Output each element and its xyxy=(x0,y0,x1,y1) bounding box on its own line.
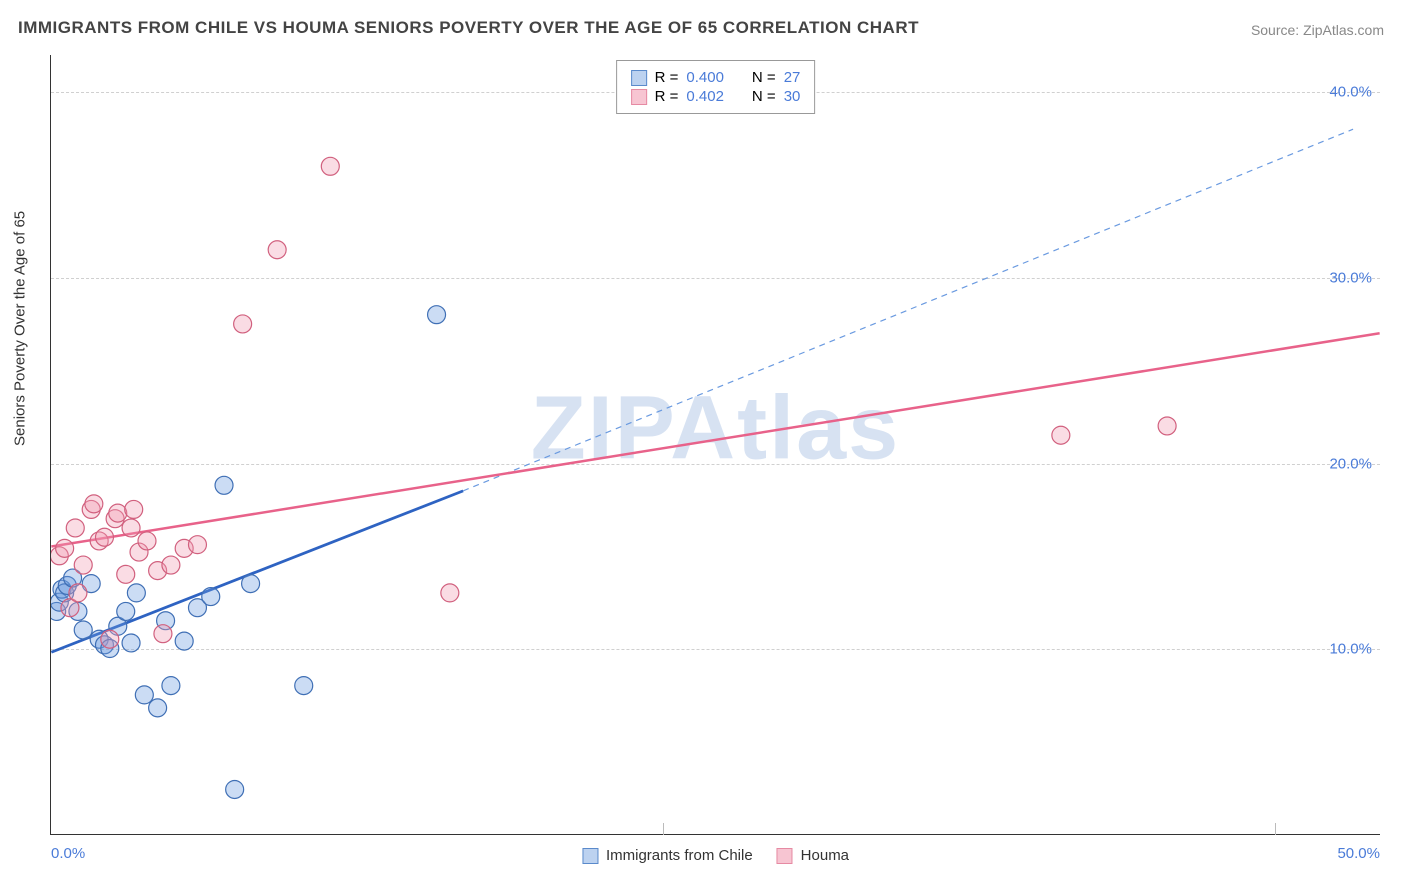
x-tick-label: 0.0% xyxy=(51,845,85,862)
correlation-legend: R = 0.400 N = 27 R = 0.402 N = 30 xyxy=(616,60,816,114)
n-value: 30 xyxy=(784,88,801,105)
x-tick-label: 50.0% xyxy=(1337,845,1380,862)
r-value: 0.400 xyxy=(686,69,724,86)
r-label: R = xyxy=(655,88,679,105)
swatch-series1 xyxy=(631,70,647,86)
swatch-series1 xyxy=(582,848,598,864)
n-label: N = xyxy=(752,88,776,105)
legend-item: Immigrants from Chile xyxy=(582,847,753,864)
chart-svg xyxy=(51,55,1380,834)
r-label: R = xyxy=(655,69,679,86)
n-value: 27 xyxy=(784,69,801,86)
swatch-series2 xyxy=(631,89,647,105)
legend-row: R = 0.402 N = 30 xyxy=(631,88,801,105)
n-label: N = xyxy=(752,69,776,86)
source-attribution: Source: ZipAtlas.com xyxy=(1251,22,1384,38)
series-legend: Immigrants from Chile Houma xyxy=(582,847,849,864)
legend-row: R = 0.400 N = 27 xyxy=(631,69,801,86)
chart-title: IMMIGRANTS FROM CHILE VS HOUMA SENIORS P… xyxy=(18,18,919,38)
plot-area: ZIPAtlas 10.0% 20.0% 30.0% 40.0% 0.0% 50… xyxy=(50,55,1380,835)
legend-item: Houma xyxy=(777,847,849,864)
legend-label: Immigrants from Chile xyxy=(606,847,753,864)
legend-label: Houma xyxy=(801,847,849,864)
r-value: 0.402 xyxy=(686,88,724,105)
y-axis-label: Seniors Poverty Over the Age of 65 xyxy=(12,211,29,446)
swatch-series2 xyxy=(777,848,793,864)
